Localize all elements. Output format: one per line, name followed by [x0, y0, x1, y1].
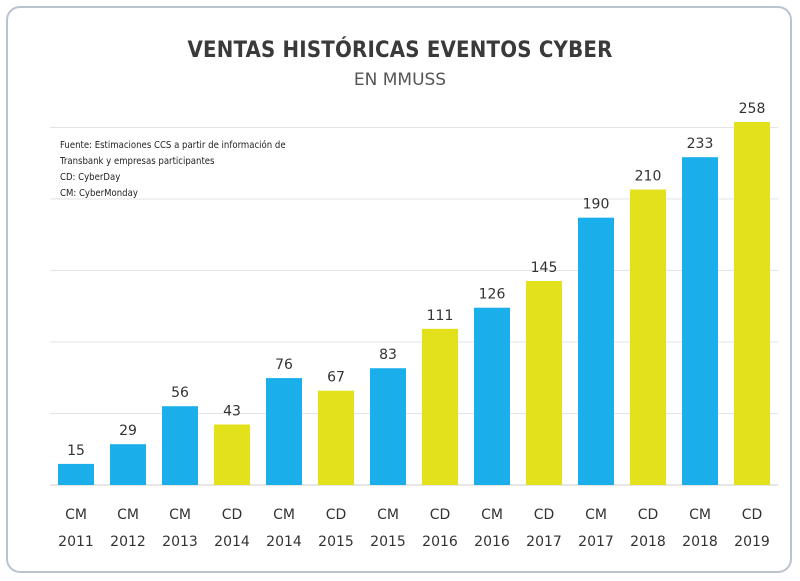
note-cd-legend: CD: CyberDay — [60, 172, 121, 183]
bar — [318, 390, 354, 485]
note-source-line-1: Fuente: Estimaciones CCS a partir de inf… — [60, 140, 286, 151]
x-tick-label-event: CM — [377, 507, 399, 523]
note-source-line-2: Transbank y empresas participantes — [60, 156, 215, 167]
data-label: 126 — [479, 287, 506, 303]
x-tick-label-year: 2012 — [110, 534, 146, 550]
bar — [734, 122, 770, 485]
bar — [578, 217, 614, 485]
bar — [370, 368, 406, 485]
x-tick-label-year: 2013 — [162, 534, 198, 550]
data-label: 43 — [223, 404, 241, 420]
data-label: 29 — [119, 423, 137, 439]
data-label: 258 — [739, 101, 766, 117]
x-tick-label-year: 2011 — [58, 534, 94, 550]
data-label: 76 — [275, 357, 293, 373]
x-tick-label-year: 2014 — [266, 534, 302, 550]
note-cm-legend: CM: CyberMonday — [60, 188, 138, 199]
x-tick-label-event: CD — [222, 507, 243, 523]
x-tick-label-event: CM — [65, 507, 87, 523]
x-tick-label-event: CM — [169, 507, 191, 523]
bar — [162, 406, 198, 485]
x-tick-label-year: 2017 — [578, 534, 614, 550]
data-label: 56 — [171, 385, 189, 401]
data-label: 190 — [583, 197, 610, 213]
x-tick-label-year: 2016 — [474, 534, 510, 550]
chart-notes: Fuente: Estimaciones CCS a partir de inf… — [60, 138, 286, 202]
x-tick-label-event: CD — [430, 507, 451, 523]
x-tick-label-year: 2014 — [214, 534, 250, 550]
x-tick-label-year: 2017 — [526, 534, 562, 550]
data-label: 83 — [379, 347, 397, 363]
bar — [214, 424, 250, 485]
x-tick-label-event: CM — [273, 507, 295, 523]
chart-title: VENTAS HISTÓRICAS EVENTOS CYBER — [187, 38, 613, 63]
x-tick-label-event: CM — [585, 507, 607, 523]
data-label: 145 — [531, 260, 558, 276]
x-tick-label-event: CD — [534, 507, 555, 523]
data-label: 15 — [67, 443, 85, 459]
bar — [422, 328, 458, 485]
x-tick-label-event: CD — [742, 507, 763, 523]
chart-subtitle: EN MMUSS — [353, 70, 447, 90]
data-label: 67 — [327, 370, 345, 386]
bar — [266, 378, 302, 485]
bar — [526, 280, 562, 485]
bar — [474, 307, 510, 485]
bar — [630, 189, 666, 485]
x-tick-label-event: CM — [689, 507, 711, 523]
bar — [682, 157, 718, 485]
x-tick-label-year: 2019 — [734, 534, 770, 550]
x-tick-label-year: 2018 — [630, 534, 666, 550]
x-tick-label-year: 2018 — [682, 534, 718, 550]
x-tick-label-year: 2015 — [370, 534, 406, 550]
x-tick-label-event: CD — [326, 507, 347, 523]
data-label: 210 — [635, 169, 662, 185]
x-tick-label-event: CM — [481, 507, 503, 523]
bar — [58, 463, 94, 485]
x-tick-label-year: 2015 — [318, 534, 354, 550]
x-tick-label-event: CM — [117, 507, 139, 523]
bar — [110, 444, 146, 485]
data-label: 233 — [687, 136, 714, 152]
x-tick-label-year: 2016 — [422, 534, 458, 550]
data-label: 111 — [427, 308, 454, 324]
x-tick-label-event: CD — [638, 507, 659, 523]
